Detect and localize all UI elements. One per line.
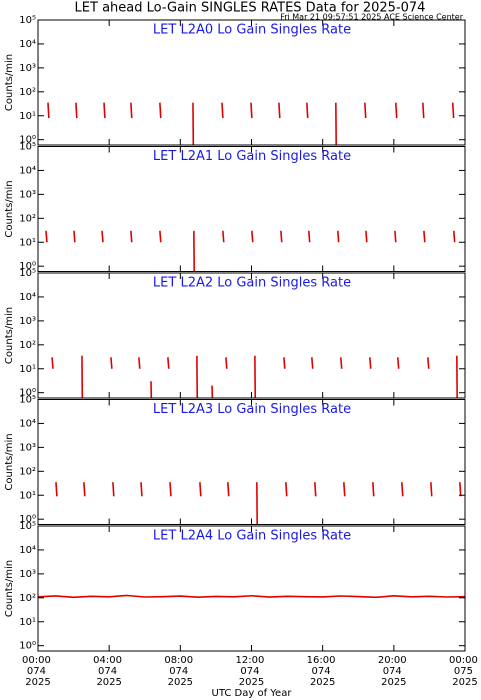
y-tick-label: 10³ <box>19 569 36 580</box>
plot-frame <box>37 272 466 399</box>
y-tick-label: 10⁰ <box>19 641 36 652</box>
y-tick-label: 10¹ <box>19 364 36 375</box>
data-line <box>37 594 466 599</box>
y-tick-label: 10² <box>19 466 36 477</box>
y-tick-label: 10⁵ <box>19 395 36 406</box>
y-tick-label: 10¹ <box>19 111 36 122</box>
y-tick-label: 10² <box>19 87 36 98</box>
y-tick-label: 10⁵ <box>19 268 36 279</box>
plot-frame <box>37 399 466 525</box>
plot-frame <box>37 19 466 146</box>
y-tick-label: 10¹ <box>19 617 36 628</box>
y-tick-label: 10⁵ <box>19 521 36 532</box>
y-tick-label: 10⁰ <box>19 388 36 399</box>
x-tick-label: 20:00 074 2025 <box>378 655 410 688</box>
x-tick-label: 00:00 074 2025 <box>22 655 54 688</box>
data-line <box>55 482 462 525</box>
y-tick-label: 10⁰ <box>19 514 36 525</box>
y-tick-label: 10⁵ <box>19 142 36 153</box>
y-axis-label: Counts/min <box>4 307 15 364</box>
y-tick-label: 10³ <box>19 63 36 74</box>
data-line <box>47 102 455 146</box>
plot-frame <box>37 146 466 272</box>
x-axis-label: UTC Day of Year <box>212 688 293 699</box>
page-title: LET ahead Lo-Gain SINGLES RATES Data for… <box>75 1 426 16</box>
y-tick-label: 10⁵ <box>19 15 36 26</box>
y-tick-label: 10³ <box>19 316 36 327</box>
y-tick-label: 10⁴ <box>19 545 36 556</box>
timestamp: Fri Mar 21 09:57:51 2025 ACE Science Cen… <box>280 13 464 22</box>
data-line <box>45 230 456 272</box>
y-tick-label: 10² <box>19 593 36 604</box>
x-tick-label: 00:00 075 2025 <box>449 655 481 688</box>
y-tick-label: 10⁴ <box>19 418 36 429</box>
panel-title: LET L2A3 Lo Gain Singles Rate <box>153 402 351 417</box>
y-tick-label: 10⁴ <box>19 292 36 303</box>
data-line <box>51 355 458 399</box>
y-tick-label: 10³ <box>19 189 36 200</box>
y-tick-label: 10⁴ <box>19 39 36 50</box>
y-tick-label: 10¹ <box>19 490 36 501</box>
y-tick-label: 10¹ <box>19 237 36 248</box>
y-axis-label: Counts/min <box>4 180 15 237</box>
y-tick-label: 10² <box>19 213 36 224</box>
y-tick-label: 10⁰ <box>19 135 36 146</box>
y-tick-label: 10⁰ <box>19 261 36 272</box>
y-axis-label: Counts/min <box>4 54 15 111</box>
panel-title: LET L2A4 Lo Gain Singles Rate <box>153 529 351 544</box>
x-tick-label: 04:00 074 2025 <box>93 655 125 688</box>
x-tick-label: 12:00 074 2025 <box>236 655 268 688</box>
panel-title: LET L2A1 Lo Gain Singles Rate <box>153 149 351 164</box>
y-tick-label: 10⁴ <box>19 165 36 176</box>
y-tick-label: 10³ <box>19 442 36 453</box>
panel-title: LET L2A0 Lo Gain Singles Rate <box>153 23 351 38</box>
x-tick-label: 08:00 074 2025 <box>164 655 196 688</box>
panel-title: LET L2A2 Lo Gain Singles Rate <box>153 276 351 291</box>
y-tick-label: 10² <box>19 340 36 351</box>
y-axis-label: Counts/min <box>4 560 15 617</box>
x-tick-label: 16:00 074 2025 <box>307 655 339 688</box>
plot-frame <box>37 525 466 652</box>
y-axis-label: Counts/min <box>4 433 15 490</box>
